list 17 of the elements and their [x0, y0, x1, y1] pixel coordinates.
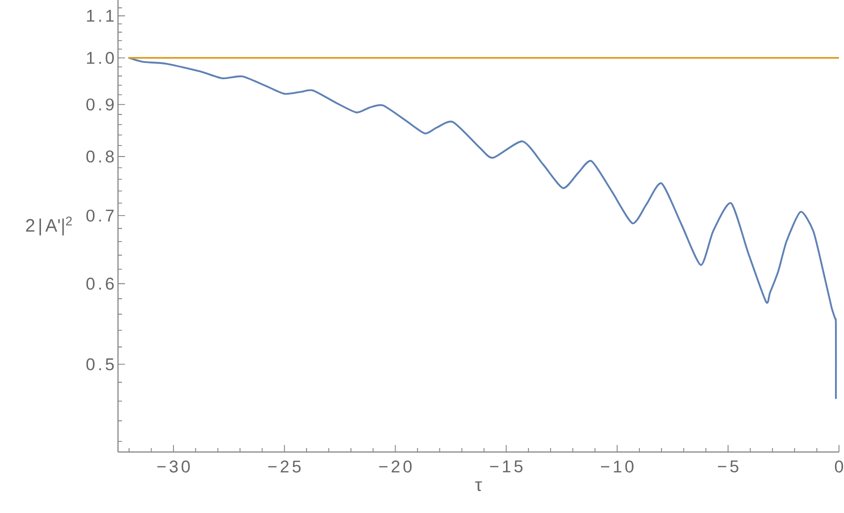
x-tick-label: −5	[718, 460, 738, 472]
y-tick-label: 0.9	[86, 98, 114, 111]
x-tick-label: 0	[834, 460, 844, 473]
x-axis-title: τ	[475, 481, 482, 492]
x-tick-label: −10	[601, 460, 634, 473]
y-tick-label: 0.5	[86, 358, 114, 370]
y-tick-label: 0.7	[86, 210, 114, 222]
x-tick-label: −25	[268, 460, 301, 473]
y-tick-label: 0.6	[86, 278, 114, 290]
x-tick-label: −20	[379, 460, 412, 473]
y-axis-title: 2|A'|$^{2}$	[26, 216, 72, 236]
x-tick-label: −30	[157, 460, 190, 473]
y-tick-label: 1.1	[87, 10, 114, 22]
line-series	[128, 57, 837, 400]
y-tick-label: 1.0	[87, 52, 114, 64]
y-tick-label: 0.8	[86, 150, 114, 163]
x-tick-label: −15	[490, 460, 522, 472]
